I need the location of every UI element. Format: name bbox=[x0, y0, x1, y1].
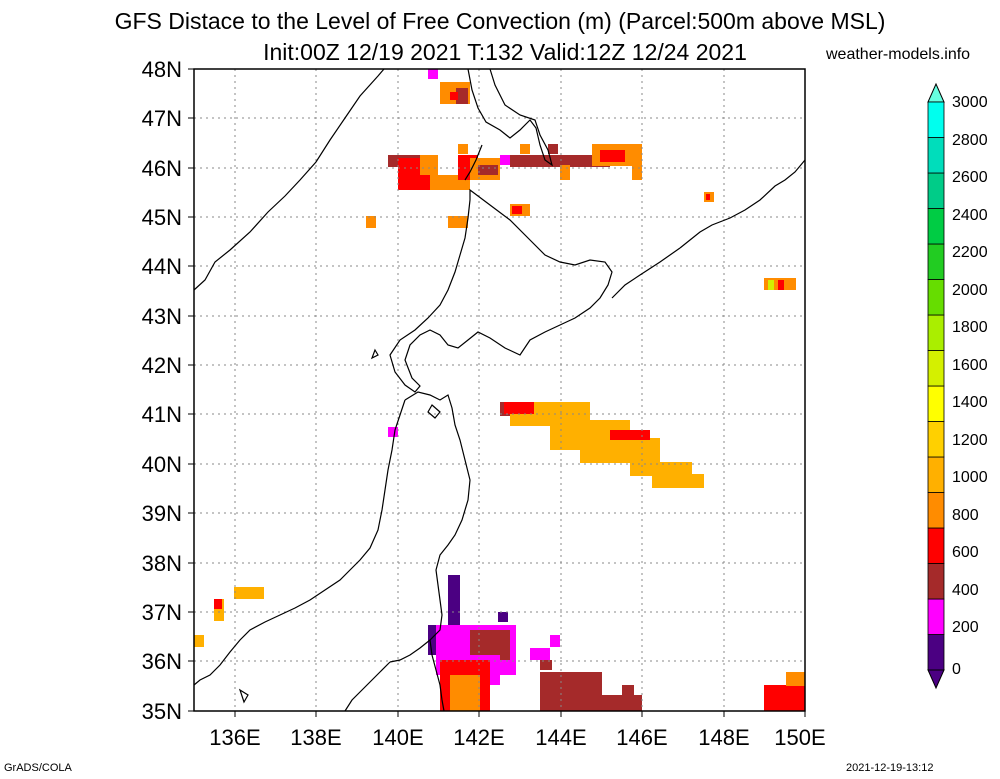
colorbar-segment bbox=[927, 385, 945, 422]
colorbar-label: 2000 bbox=[952, 282, 988, 299]
lat-label: 35N bbox=[142, 699, 182, 724]
lat-label: 46N bbox=[142, 156, 182, 181]
colorbar-bottom-arrow bbox=[927, 669, 945, 690]
colorbar bbox=[927, 82, 945, 690]
colorbar-label: 800 bbox=[952, 507, 979, 524]
colorbar-segment bbox=[927, 492, 945, 529]
colorbar-segments bbox=[927, 101, 945, 671]
footer-timestamp: 2021-12-19-13:12 bbox=[846, 762, 934, 774]
footer-left-label: GrADS/COLA bbox=[4, 762, 72, 774]
colorbar-labels: 3000 2800 2600 2400 2200 2000 1800 1600 … bbox=[952, 94, 988, 678]
map-subtitle: Init:00Z 12/19 2021 T:132 Valid:12Z 12/2… bbox=[263, 39, 747, 65]
colorbar-segment bbox=[927, 208, 945, 245]
lat-label: 41N bbox=[142, 402, 182, 427]
colorbar-label: 0 bbox=[952, 661, 961, 678]
colorbar-segment bbox=[927, 563, 945, 600]
lat-label: 44N bbox=[142, 254, 182, 279]
colorbar-segment bbox=[927, 137, 945, 174]
lon-label: 144E bbox=[535, 725, 586, 750]
colorbar-label: 2200 bbox=[952, 244, 988, 261]
lon-label: 146E bbox=[616, 725, 667, 750]
colorbar-segment bbox=[927, 243, 945, 280]
lat-label: 38N bbox=[142, 551, 182, 576]
colorbar-label: 600 bbox=[952, 544, 979, 561]
colorbar-top-arrow bbox=[927, 82, 945, 103]
lat-label: 37N bbox=[142, 600, 182, 625]
colorbar-segment bbox=[927, 350, 945, 387]
lat-label: 42N bbox=[142, 353, 182, 378]
lat-label: 48N bbox=[142, 57, 182, 82]
lat-label: 47N bbox=[142, 106, 182, 131]
lon-label: 148E bbox=[698, 725, 749, 750]
colorbar-segment bbox=[927, 279, 945, 316]
lon-label: 138E bbox=[290, 725, 341, 750]
colorbar-segment bbox=[927, 527, 945, 564]
colorbar-label: 1200 bbox=[952, 432, 988, 449]
colorbar-segment bbox=[927, 101, 945, 138]
tick-marks bbox=[188, 68, 806, 717]
colorbar-label: 2800 bbox=[952, 132, 988, 149]
lon-label: 150E bbox=[774, 725, 825, 750]
lat-label: 36N bbox=[142, 649, 182, 674]
map-title: GFS Distace to the Level of Free Convect… bbox=[114, 8, 886, 34]
colorbar-label: 1600 bbox=[952, 357, 988, 374]
colorbar-label: 400 bbox=[952, 582, 979, 599]
colorbar-label: 3000 bbox=[952, 94, 988, 111]
lon-label: 142E bbox=[453, 725, 504, 750]
coastlines bbox=[193, 68, 806, 712]
site-label: weather-models.info bbox=[826, 46, 971, 63]
colorbar-label: 2600 bbox=[952, 169, 988, 186]
colorbar-label: 1400 bbox=[952, 394, 988, 411]
colorbar-label: 2400 bbox=[952, 207, 988, 224]
lat-label: 43N bbox=[142, 304, 182, 329]
colorbar-segment bbox=[927, 172, 945, 209]
colorbar-label: 200 bbox=[952, 619, 979, 636]
colorbar-label: 1800 bbox=[952, 319, 988, 336]
lon-labels: 136E 138E 140E 142E 144E 146E 148E 150E bbox=[209, 725, 825, 750]
colorbar-segment bbox=[927, 634, 945, 671]
lon-label: 136E bbox=[209, 725, 260, 750]
lon-label: 140E bbox=[372, 725, 423, 750]
colorbar-label: 1000 bbox=[952, 469, 988, 486]
lat-label: 45N bbox=[142, 205, 182, 230]
lat-label: 40N bbox=[142, 452, 182, 477]
colorbar-segment bbox=[927, 456, 945, 493]
colorbar-segment bbox=[927, 421, 945, 458]
lat-labels: 48N 47N 46N 45N 44N 43N 42N 41N 40N 39N … bbox=[142, 57, 182, 724]
map-border bbox=[193, 68, 806, 712]
colorbar-segment bbox=[927, 598, 945, 635]
colorbar-segment bbox=[927, 314, 945, 351]
data-shading bbox=[194, 69, 805, 711]
grid-lines bbox=[194, 69, 805, 711]
lat-label: 39N bbox=[142, 501, 182, 526]
